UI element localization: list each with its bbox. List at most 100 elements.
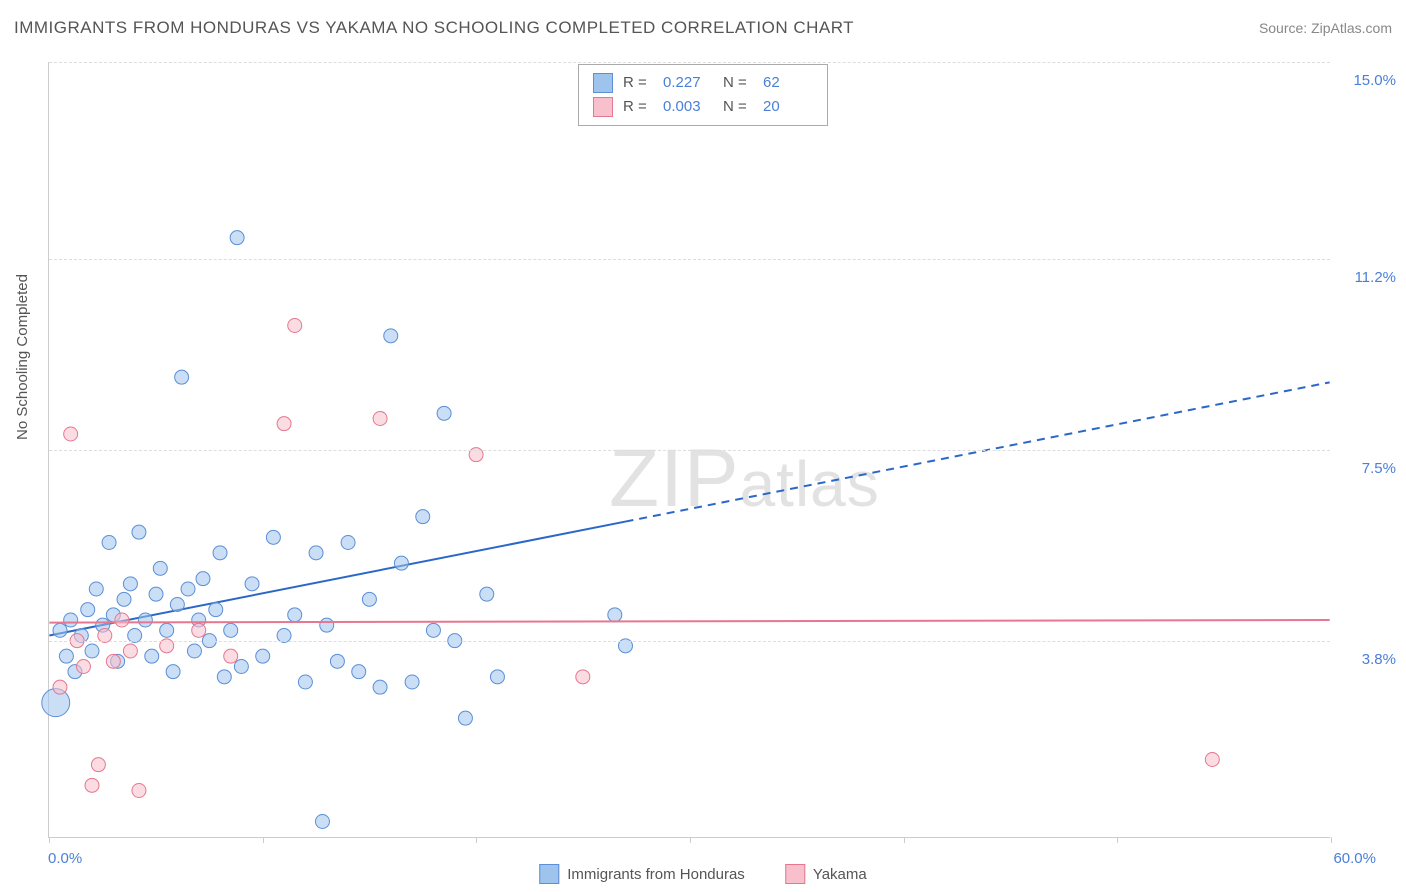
data-point: [490, 670, 504, 684]
r-label: R =: [623, 95, 653, 119]
data-point: [85, 644, 99, 658]
legend-item-series1: Immigrants from Honduras: [539, 864, 745, 884]
y-tick-label: 15.0%: [1353, 72, 1396, 89]
y-axis-label: No Schooling Completed: [14, 274, 31, 440]
data-point: [298, 675, 312, 689]
data-point: [123, 644, 137, 658]
data-point: [341, 536, 355, 550]
data-point: [91, 758, 105, 772]
data-point: [320, 618, 334, 632]
data-point: [224, 623, 238, 637]
trend-line-solid: [49, 620, 1329, 623]
data-point: [394, 556, 408, 570]
chart-title: IMMIGRANTS FROM HONDURAS VS YAKAMA NO SC…: [14, 18, 854, 38]
swatch-series2-bottom: [785, 864, 805, 884]
data-point: [416, 510, 430, 524]
data-point: [153, 561, 167, 575]
data-point: [98, 629, 112, 643]
x-tick: [1117, 837, 1118, 843]
plot-area: ZIPatlas: [48, 62, 1330, 838]
data-point: [288, 319, 302, 333]
data-point: [138, 613, 152, 627]
gridline: [49, 450, 1330, 451]
gridline: [49, 259, 1330, 260]
data-point: [277, 629, 291, 643]
data-point: [89, 582, 103, 596]
data-point: [64, 613, 78, 627]
gridline: [49, 62, 1330, 63]
data-point: [309, 546, 323, 560]
data-point: [213, 546, 227, 560]
x-tick: [904, 837, 905, 843]
data-point: [132, 784, 146, 798]
data-point: [117, 592, 131, 606]
data-point: [362, 592, 376, 606]
data-point: [145, 649, 159, 663]
data-point: [85, 778, 99, 792]
y-tick-label: 11.2%: [1355, 269, 1396, 286]
data-point: [315, 815, 329, 829]
r-label: R =: [623, 71, 653, 95]
data-point: [160, 623, 174, 637]
data-point: [123, 577, 137, 591]
series2-name: Yakama: [813, 866, 867, 883]
chart-header: IMMIGRANTS FROM HONDURAS VS YAKAMA NO SC…: [14, 18, 1392, 38]
data-point: [53, 623, 67, 637]
x-tick-label-max: 60.0%: [1333, 850, 1376, 867]
data-point: [352, 665, 366, 679]
y-tick-label: 7.5%: [1362, 460, 1396, 477]
data-point: [330, 654, 344, 668]
data-point: [102, 536, 116, 550]
r-value-series2: 0.003: [663, 95, 713, 119]
x-tick-label-min: 0.0%: [48, 850, 82, 867]
data-point: [576, 670, 590, 684]
legend-row-series2: R = 0.003 N = 20: [593, 95, 813, 119]
x-tick: [49, 837, 50, 843]
data-point: [192, 623, 206, 637]
data-point: [64, 427, 78, 441]
data-point: [59, 649, 73, 663]
data-point: [458, 711, 472, 725]
data-point: [76, 660, 90, 674]
data-point: [175, 370, 189, 384]
data-point: [187, 644, 201, 658]
legend-row-series1: R = 0.227 N = 62: [593, 71, 813, 95]
data-point: [234, 660, 248, 674]
swatch-series2: [593, 97, 613, 117]
data-point: [224, 649, 238, 663]
x-tick: [690, 837, 691, 843]
n-value-series1: 62: [763, 71, 813, 95]
data-point: [81, 603, 95, 617]
data-point: [230, 231, 244, 245]
x-tick: [476, 837, 477, 843]
gridline: [49, 641, 1330, 642]
data-point: [115, 613, 129, 627]
x-tick: [263, 837, 264, 843]
data-point: [181, 582, 195, 596]
data-point: [277, 417, 291, 431]
data-point: [373, 412, 387, 426]
data-point: [437, 406, 451, 420]
n-label: N =: [723, 95, 753, 119]
data-point: [405, 675, 419, 689]
r-value-series1: 0.227: [663, 71, 713, 95]
data-point: [196, 572, 210, 586]
data-point: [128, 629, 142, 643]
data-point: [106, 654, 120, 668]
data-point: [608, 608, 622, 622]
data-point: [426, 623, 440, 637]
data-point: [266, 530, 280, 544]
data-point: [209, 603, 223, 617]
trend-line-dashed: [625, 382, 1329, 521]
data-point: [149, 587, 163, 601]
x-tick: [1331, 837, 1332, 843]
data-point: [256, 649, 270, 663]
n-label: N =: [723, 71, 753, 95]
data-point: [53, 680, 67, 694]
data-point: [288, 608, 302, 622]
data-point: [217, 670, 231, 684]
series-legend: Immigrants from Honduras Yakama: [539, 864, 866, 884]
data-point: [480, 587, 494, 601]
swatch-series1: [593, 73, 613, 93]
y-tick-label: 3.8%: [1362, 651, 1396, 668]
